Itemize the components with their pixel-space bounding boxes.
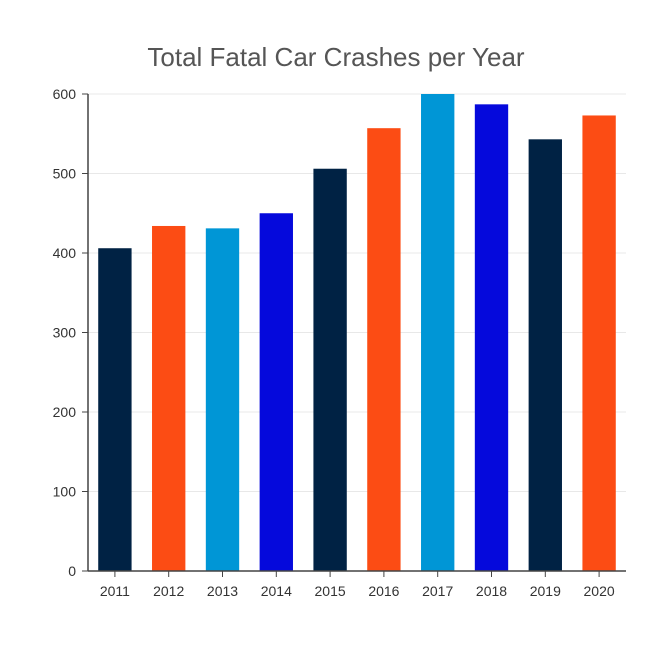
y-tick-label: 600 <box>53 86 77 102</box>
x-tick-label: 2013 <box>207 583 238 599</box>
x-tick-label: 2012 <box>153 583 184 599</box>
bar-2012 <box>152 225 186 571</box>
x-tick-label: 2015 <box>315 583 346 599</box>
x-tick-label: 2019 <box>530 583 561 599</box>
y-tick-label: 500 <box>53 166 77 182</box>
bar-2018 <box>474 104 509 572</box>
bar-2020 <box>582 115 616 571</box>
bar-2013 <box>205 228 240 572</box>
y-tick-label: 100 <box>53 484 77 500</box>
x-tick-label: 2020 <box>584 583 615 599</box>
bar-2017 <box>421 94 455 571</box>
y-tick-label: 400 <box>53 245 77 261</box>
x-tick-label: 2011 <box>100 583 130 599</box>
x-tick-label: 2016 <box>368 583 399 599</box>
bar-2011 <box>98 248 132 572</box>
x-tick-label: 2014 <box>261 583 292 599</box>
bar-2015 <box>313 168 347 572</box>
x-tick-label: 2018 <box>476 583 507 599</box>
y-tick-label: 200 <box>53 404 77 420</box>
bar-2014 <box>259 213 293 571</box>
bar-2016 <box>367 128 401 571</box>
bar-2019 <box>528 139 562 571</box>
y-tick-label: 300 <box>53 325 77 341</box>
x-tick-label: 2017 <box>422 583 453 599</box>
chart-title: Total Fatal Car Crashes per Year <box>147 42 525 72</box>
y-tick-label: 0 <box>68 563 76 579</box>
